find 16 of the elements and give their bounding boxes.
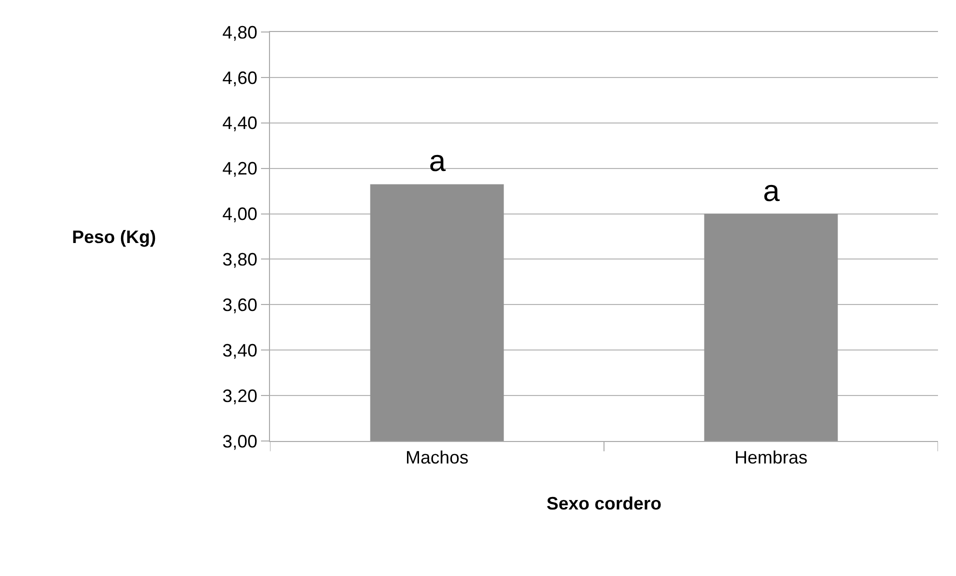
annotation: a xyxy=(429,145,446,178)
y-tick-label: 3,80 xyxy=(222,250,258,270)
y-tick-label: 4,20 xyxy=(222,158,258,179)
y-axis-title: Peso (Kg) xyxy=(72,227,156,247)
y-tick-label: 3,60 xyxy=(222,294,258,315)
annotation: a xyxy=(763,175,780,208)
y-tick-label: 3,00 xyxy=(222,431,258,452)
y-tick-label: 4,80 xyxy=(222,22,258,42)
x-tick-label: Machos xyxy=(405,448,469,468)
x-tick-label: Hembras xyxy=(734,448,808,468)
y-tick-label: 4,00 xyxy=(222,204,258,224)
y-tick-label: 3,40 xyxy=(222,340,258,360)
x-axis-title: Sexo cordero xyxy=(546,494,662,514)
y-tick-label: 4,40 xyxy=(222,113,258,134)
y-tick-label: 3,20 xyxy=(222,386,258,406)
y-tick-label: 4,60 xyxy=(222,68,258,88)
